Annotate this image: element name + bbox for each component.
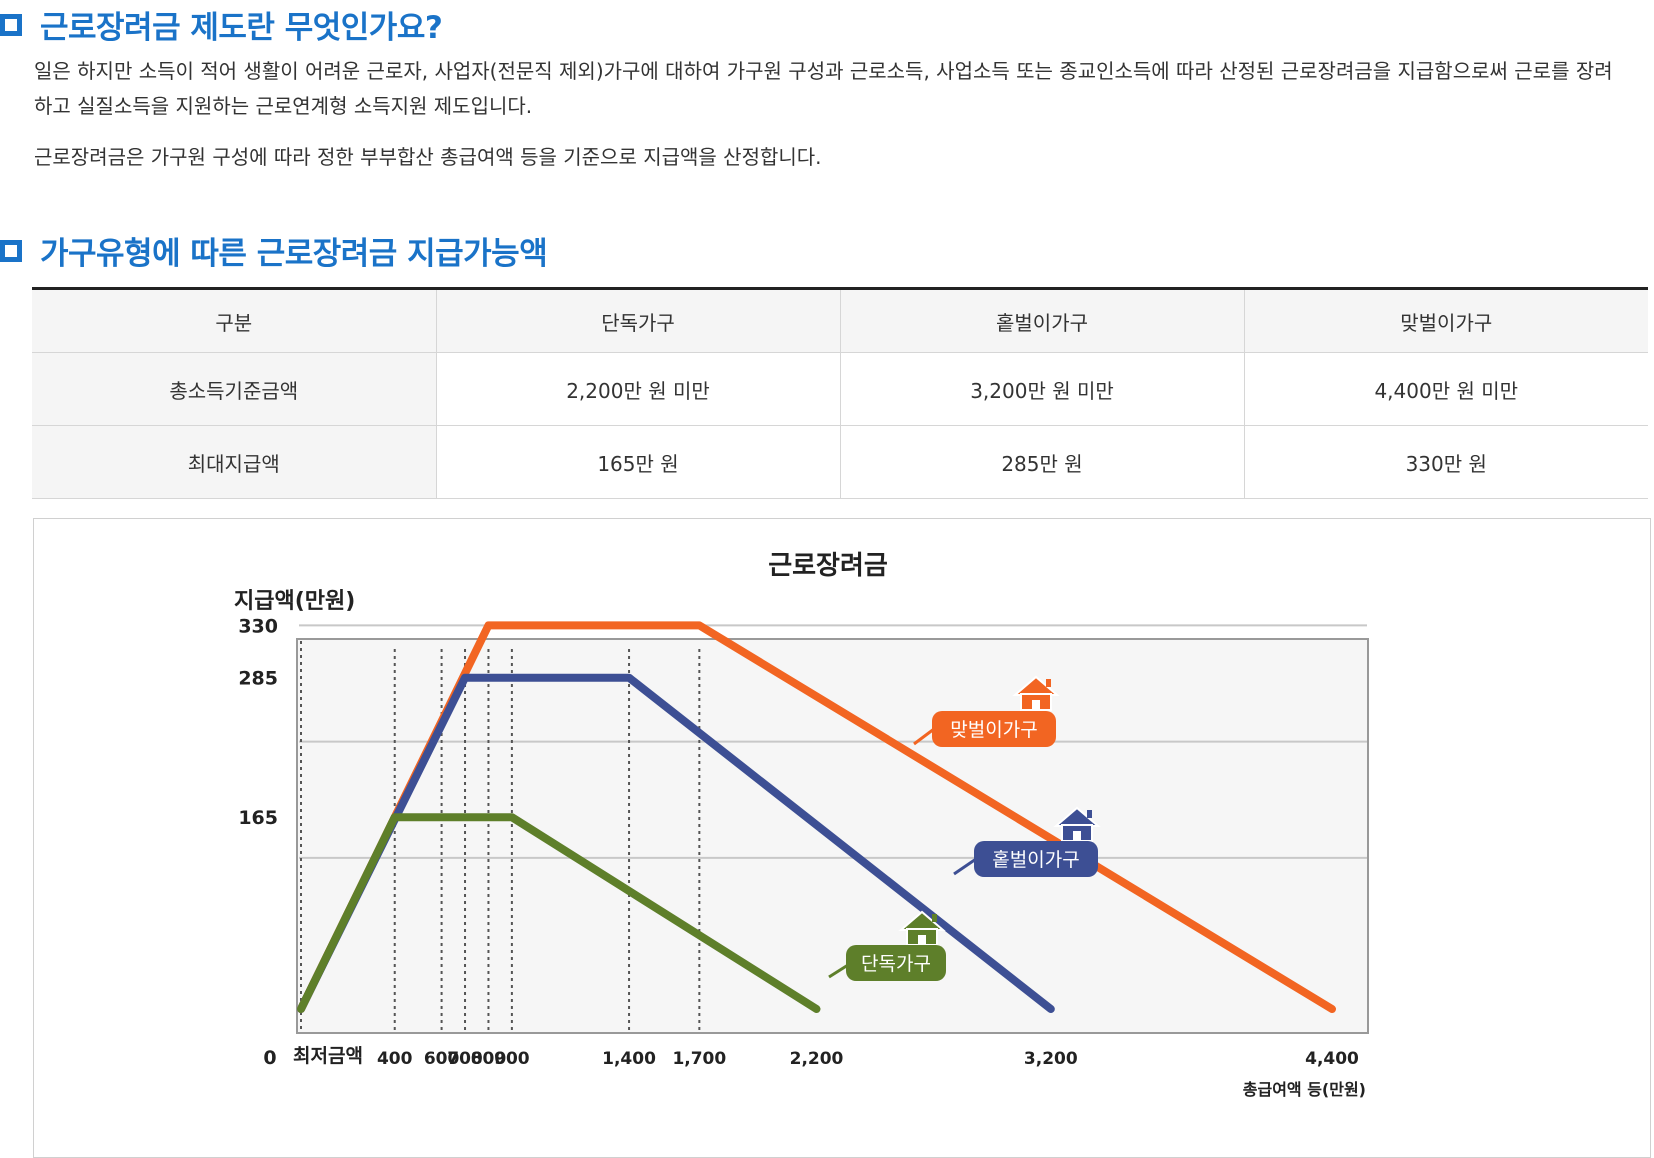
x-tick-label: 400 (377, 1049, 413, 1069)
y-tick-label: 165 (238, 807, 278, 829)
x-tick-label: 600 (424, 1049, 460, 1069)
legend-label: 맞벌이가구 (950, 719, 1037, 741)
house-icon (1012, 675, 1060, 711)
legend-dual-income: 맞벌이가구 (913, 675, 1060, 747)
table-header-row: 구분 단독가구 홑벌이가구 맞벌이가구 (32, 288, 1648, 353)
legend-single-earner: 홑벌이가구 (953, 806, 1101, 877)
table-cell: 4,400만 원 미만 (1243, 352, 1648, 426)
table-cell: 330만 원 (1243, 425, 1648, 499)
chart-container: 근로장려금 지급액(만원) 330 285 165 400 600 700 800 900 1… (33, 518, 1651, 1158)
table-cell: 285만 원 (839, 425, 1244, 499)
table-row-header: 총소득기준금액 (32, 352, 436, 426)
series-line (297, 813, 821, 1013)
table-row: 최대지급액 165만 원 285만 원 330만 원 (32, 425, 1648, 499)
x-min-label: 최저금액 (293, 1045, 363, 1067)
section-heading-intro: 근로장려금 제도란 무엇인가요? (0, 2, 443, 47)
x-origin-label: 0 (263, 1047, 276, 1069)
house-icon (898, 910, 946, 946)
x-tick-label: 4,400 (1305, 1049, 1359, 1069)
x-tick-label: 1,400 (602, 1049, 656, 1069)
section-heading-amounts: 가구유형에 따른 근로장려금 지급가능액 (0, 228, 548, 273)
legend-label: 홑벌이가구 (992, 849, 1079, 871)
section-title: 근로장려금 제도란 무엇인가요? (40, 10, 443, 46)
table-row-header: 최대지급액 (32, 425, 436, 499)
x-tick-label: 3,200 (1024, 1049, 1078, 1069)
x-tick-label: 700 (447, 1049, 483, 1069)
y-tick-labels: 330 285 165 (238, 615, 278, 829)
table-header-cell: 단독가구 (435, 288, 840, 353)
table-header-cell: 홑벌이가구 (839, 288, 1244, 353)
x-tick-label: 1,700 (672, 1049, 726, 1069)
x-tick-label: 800 (471, 1049, 507, 1069)
house-icon (1053, 806, 1101, 842)
table-header-cell: 구분 (32, 288, 436, 353)
square-bullet-icon (0, 13, 22, 36)
square-bullet-icon (0, 239, 22, 262)
series-lines (297, 621, 1336, 1013)
table-cell: 3,200만 원 미만 (839, 352, 1244, 426)
intro-paragraph: 일은 하지만 소득이 적어 생활이 어려운 근로자, 사업자(전문직 제외)가구… (34, 59, 1613, 118)
table-cell: 165만 원 (435, 425, 840, 499)
y-tick-label: 285 (238, 668, 278, 690)
table-cell: 2,200만 원 미만 (435, 352, 840, 426)
table-row: 총소득기준금액 2,200만 원 미만 3,200만 원 미만 4,400만 원… (32, 352, 1648, 426)
section-title: 가구유형에 따른 근로장려금 지급가능액 (40, 236, 548, 272)
grid-lines (299, 624, 1367, 859)
legend-label: 단독가구 (861, 953, 931, 975)
x-tick-label: 2,200 (790, 1049, 844, 1069)
legend-single-person: 단독가구 (828, 910, 946, 981)
x-axis-label: 총급여액 등(만원) (1243, 1080, 1366, 1099)
y-axis-label: 지급액(만원) (234, 589, 355, 614)
table-header-cell: 맞벌이가구 (1243, 288, 1648, 353)
amount-table: 구분 단독가구 홑벌이가구 맞벌이가구 총소득기준금액 2,200만 원 미만 … (32, 287, 1648, 499)
calc-paragraph: 근로장려금은 가구원 구성에 따라 정한 부부합산 총급여액 등을 기준으로 지… (34, 145, 822, 169)
y-tick-label: 330 (238, 615, 278, 637)
chart-title: 근로장려금 (768, 551, 888, 581)
x-tick-label: 900 (494, 1049, 530, 1069)
